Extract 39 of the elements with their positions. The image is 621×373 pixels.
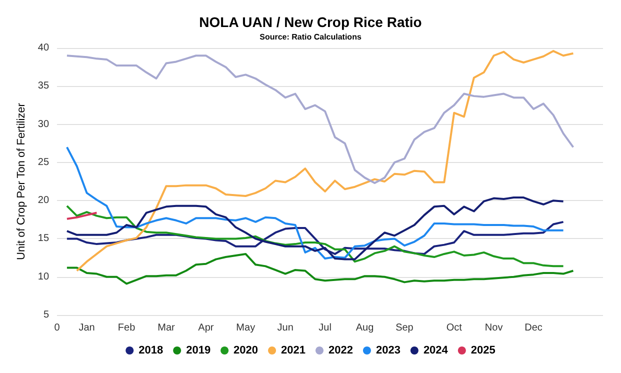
x-tick-label: Apr bbox=[198, 322, 214, 334]
line-series bbox=[76, 50, 574, 272]
x-tick-label: Jul bbox=[318, 322, 332, 334]
y-tick-label: 30 bbox=[38, 118, 50, 130]
legend-label: 2022 bbox=[328, 344, 353, 356]
legend-label: 2020 bbox=[234, 344, 258, 356]
line-series bbox=[66, 204, 564, 268]
legend-label: 2018 bbox=[138, 344, 164, 356]
y-tick-label: 10 bbox=[38, 271, 50, 282]
line-series bbox=[66, 212, 98, 220]
line-series bbox=[66, 252, 574, 285]
line-series bbox=[66, 54, 574, 184]
y-tick-label: 40 bbox=[38, 42, 50, 54]
legend-label: 2021 bbox=[281, 344, 306, 356]
x-tick-label: Dec bbox=[524, 322, 542, 334]
x-tick-label: Jan bbox=[78, 322, 95, 334]
legend-label: 2024 bbox=[423, 344, 449, 356]
legend-label: 2025 bbox=[470, 344, 496, 356]
y-tick-label: 5 bbox=[43, 310, 50, 320]
x-tick-label: Aug bbox=[356, 322, 374, 334]
y-tick-label: 25 bbox=[38, 156, 50, 168]
x-tick-label: 0 bbox=[54, 322, 60, 334]
legend-label: 2019 bbox=[186, 344, 211, 356]
x-tick-label: Nov bbox=[484, 322, 503, 334]
x-tick-label: Sep bbox=[396, 322, 414, 334]
x-tick-label: Feb bbox=[118, 322, 136, 334]
y-axis-title: Unit of Crop Per Ton of Fertilizer bbox=[16, 102, 28, 260]
y-tick-label: 35 bbox=[38, 80, 50, 92]
x-tick-label: Mar bbox=[158, 322, 176, 334]
chart-subtitle: Source: Ratio Calculations bbox=[260, 32, 362, 42]
chart-title: NOLA UAN / New Crop Rice Ratio bbox=[199, 14, 422, 30]
y-tick-label: 20 bbox=[38, 195, 50, 206]
x-tick-label: Oct bbox=[446, 322, 462, 334]
x-tick-label: Jun bbox=[277, 322, 294, 334]
legend-label: 2023 bbox=[376, 344, 400, 356]
line-series bbox=[66, 196, 564, 260]
y-tick-label: 15 bbox=[38, 233, 50, 244]
line-series bbox=[66, 146, 564, 260]
x-tick-label: May bbox=[236, 322, 256, 334]
